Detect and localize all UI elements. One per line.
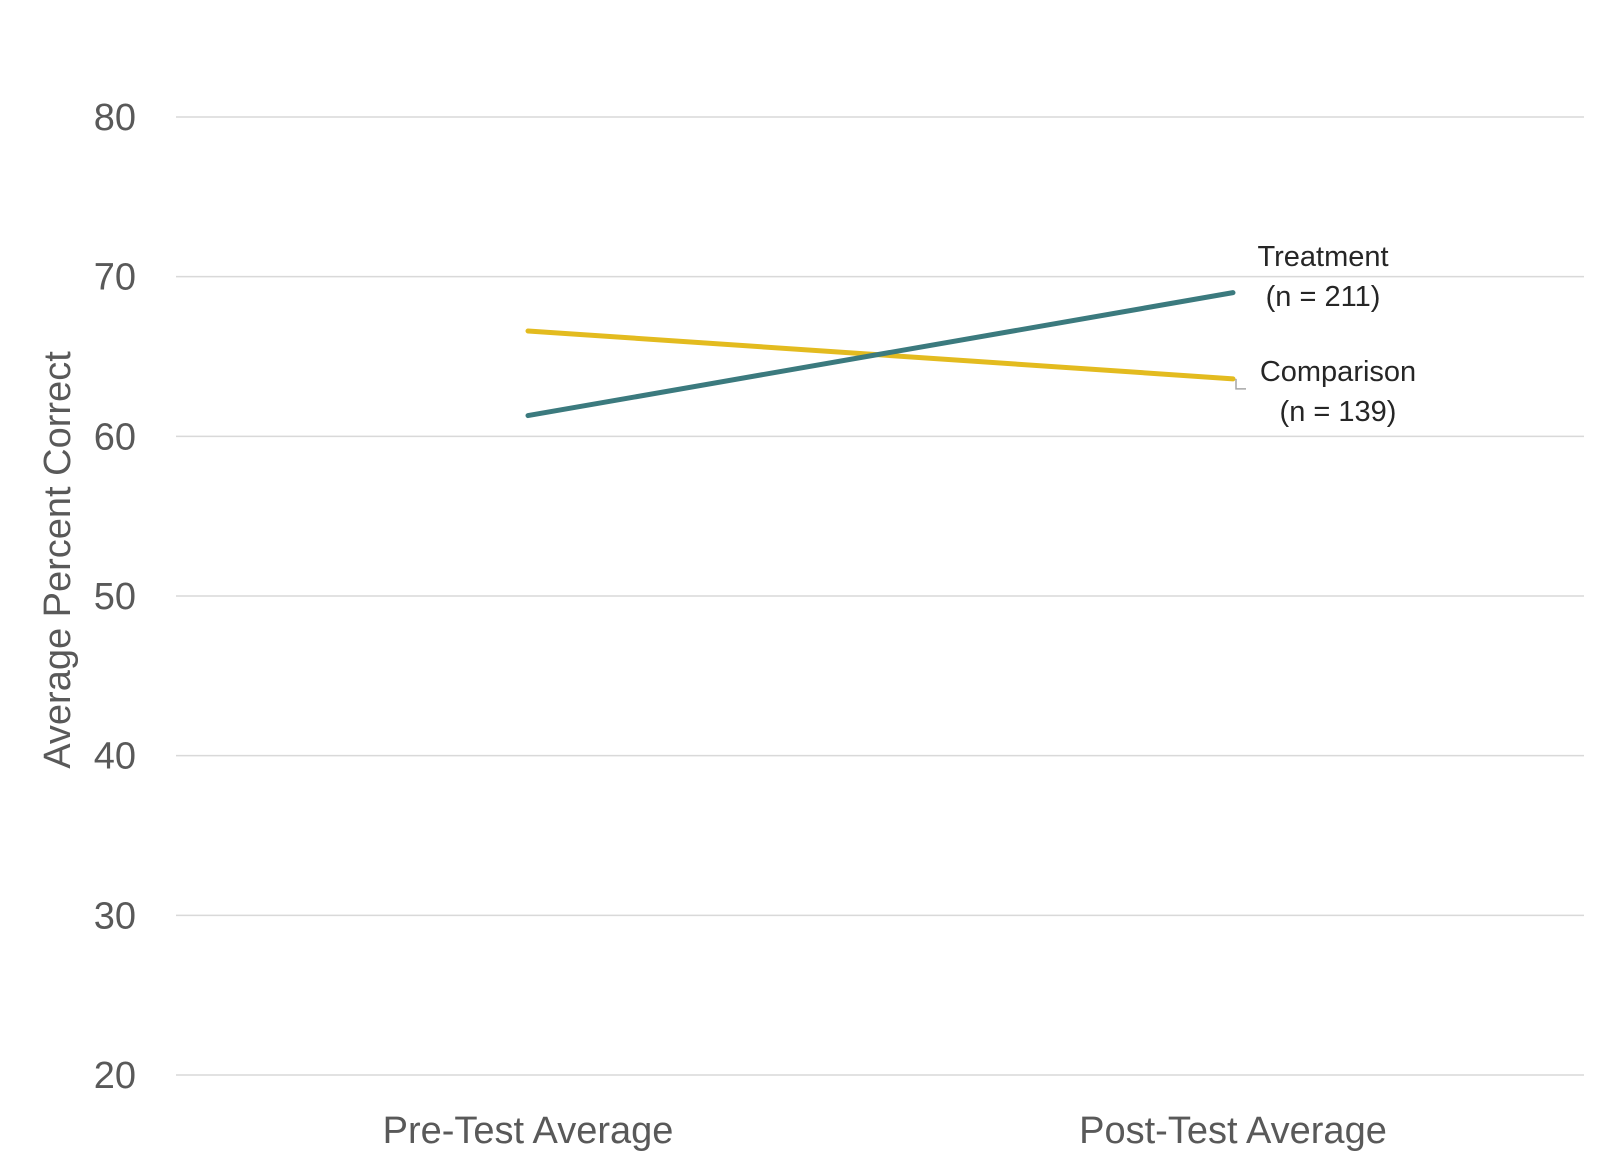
x-axis-ticks: Pre-Test Average Post-Test Average — [383, 1110, 1387, 1152]
comparison-leader-line — [1235, 378, 1246, 390]
y-axis-title: Average Percent Correct — [37, 351, 79, 769]
series-label-comparison-n: (n = 139) — [1280, 396, 1397, 428]
gridlines — [176, 116, 1584, 1076]
series-label-treatment-n: (n = 211) — [1266, 281, 1381, 313]
series-label-comparison: Comparison — [1260, 356, 1416, 388]
x-tick-label: Pre-Test Average — [383, 1110, 674, 1152]
y-tick-label: 60 — [94, 416, 136, 458]
series-line-treatment — [525, 290, 1236, 419]
series-labels: Treatment (n = 211) Comparison (n = 139) — [1235, 241, 1416, 428]
y-tick-label: 20 — [94, 1055, 136, 1097]
y-tick-label: 30 — [94, 895, 136, 937]
y-axis-ticks: 20 30 40 50 60 70 80 — [94, 97, 136, 1097]
x-tick-label: Post-Test Average — [1079, 1110, 1387, 1152]
y-tick-label: 50 — [94, 576, 136, 618]
y-tick-label: 80 — [94, 97, 136, 139]
series-label-treatment: Treatment — [1257, 241, 1388, 273]
y-tick-label: 70 — [94, 257, 136, 299]
series-group — [525, 290, 1236, 419]
y-tick-label: 40 — [94, 736, 136, 778]
